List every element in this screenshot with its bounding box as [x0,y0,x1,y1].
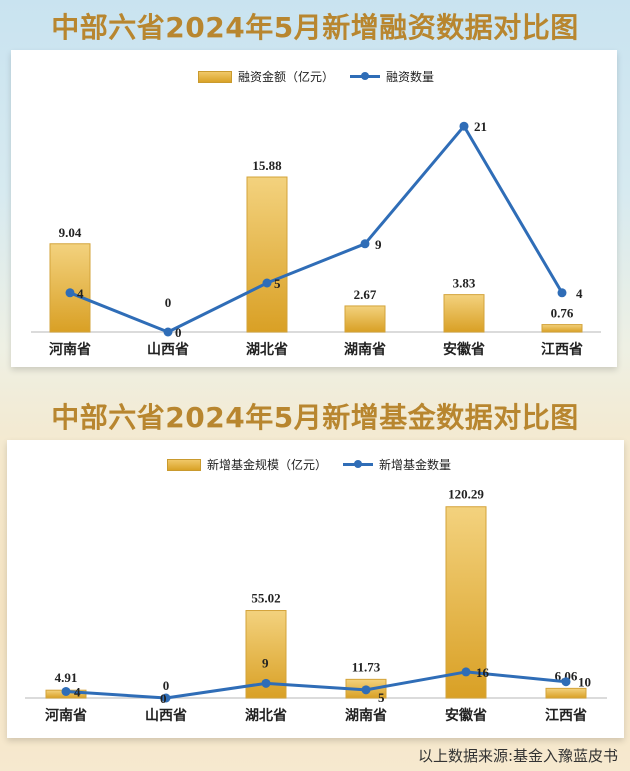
bar-value-label: 0.76 [551,306,574,321]
line-value-label: 9 [375,237,382,252]
bar-value-label: 3.83 [453,276,476,291]
line-value-label: 16 [476,665,490,680]
line-value-label: 4 [576,286,583,301]
chart1-legend: 融资金额（亿元） 融资数量 [198,68,434,85]
legend-line-label: 新增基金数量 [379,458,452,472]
legend-line-label: 融资数量 [386,70,435,84]
chart1-title: 中部六省2024年5月新增融资数据对比图 [51,11,579,44]
line-marker [262,278,272,288]
legend-line-swatch [350,72,381,80]
line-value-label: 21 [474,119,487,134]
line-marker [61,686,71,696]
line-value-label: 0 [175,325,182,340]
category-label: 安徽省 [443,341,485,358]
bar [545,687,587,699]
line-value-label: 9 [262,655,269,670]
line-marker [561,677,571,687]
chart1-plot: 9.04河南省0山西省15.88湖北省2.67湖南省3.83安徽省0.76江西省… [31,119,601,358]
legend-line-swatch [343,460,374,468]
line-series [65,670,567,700]
bar-value-label: 0 [165,295,172,310]
line-marker [163,327,173,337]
bar [49,243,91,333]
line-marker [459,121,469,131]
bar [445,506,487,699]
data-source-note: 以上数据来源:基金入豫蓝皮书 [417,747,618,765]
line-marker [161,693,171,703]
category-label: 河南省 [49,341,91,358]
bar-value-label: 15.88 [252,158,282,173]
category-label: 山西省 [147,341,189,358]
legend-bar-label: 融资金额（亿元） [238,70,335,84]
bar [541,324,583,333]
category-label: 湖北省 [246,341,288,358]
category-label: 江西省 [545,707,587,724]
line-value-label: 4 [77,286,84,301]
category-label: 河南省 [45,707,87,724]
chart2-panel: 新增基金规模（亿元） 新增基金数量 4.91 河南省 0 山西省 55.02 湖北省 11.… [7,440,624,738]
chart2-title: 中部六省2024年5月新增基金数据对比图 [51,401,579,434]
line-marker [557,288,567,298]
line-value-label: 0 [160,691,167,706]
bar [344,305,386,333]
bar-value-label: 6.06 [555,668,578,683]
bar-value-label: 2.67 [354,287,377,302]
bar-value-label: 0 [163,678,170,693]
legend-bar-swatch [167,458,201,471]
line-marker [461,667,471,677]
category-label: 湖南省 [345,707,387,724]
line-value-label: 4 [74,684,81,699]
bar [246,176,288,333]
bar-value-label: 120.29 [448,487,484,502]
category-label: 安徽省 [445,707,487,724]
bar-value-label: 55.02 [251,591,280,606]
chart1-panel: 融资金额（亿元） 融资数量 9.04 河南省 0 山西省 15.88 湖北省 2.67 湖南省… [11,50,617,367]
legend-bar-label: 新增基金规模（亿元） [207,458,328,472]
category-label: 湖北省 [245,707,287,724]
legend-bar-swatch [198,70,232,83]
line-marker [261,678,271,688]
category-label: 湖南省 [344,341,386,358]
line-marker [65,288,75,298]
chart2-plot: 4.91河南省0山西省55.02湖北省11.73湖南省120.29安徽省6.06… [25,487,607,724]
category-label: 山西省 [145,707,187,724]
bar-value-label: 11.73 [352,659,381,674]
chart2-legend: 新增基金规模（亿元） 新增基金数量 [167,456,451,473]
bar [443,294,485,333]
category-label: 江西省 [541,341,583,358]
line-value-label: 5 [378,690,385,705]
line-value-label: 5 [274,276,281,291]
line-marker [361,685,371,695]
bar-value-label: 4.91 [55,670,78,685]
line-value-label: 10 [578,675,591,690]
bar-value-label: 9.04 [59,225,82,240]
line-marker [360,239,370,249]
line-series [69,124,564,334]
